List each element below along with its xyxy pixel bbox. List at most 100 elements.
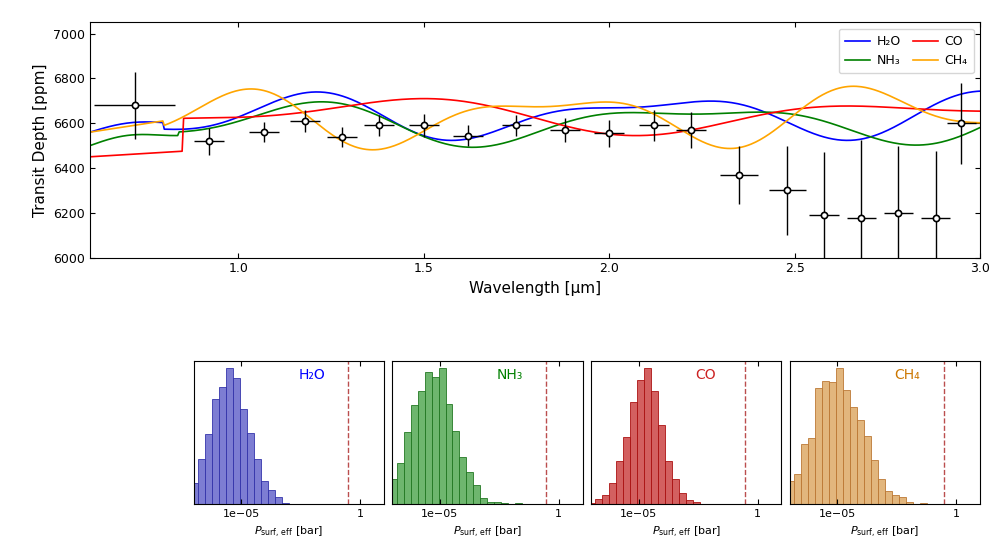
NH₃: [84, 142, 96, 149]
H₂O: [680, 99, 692, 106]
Bar: [494, 502, 501, 504]
Bar: [773, 501, 780, 504]
Bar: [644, 368, 651, 504]
Legend: H₂O, NH₃, CO, CH₄: H₂O, NH₃, CO, CH₄: [839, 29, 974, 73]
Bar: [466, 472, 473, 504]
CO: [610, 132, 622, 138]
X-axis label: $P_{\rm surf,\,eff}$ [bar]: $P_{\rm surf,\,eff}$ [bar]: [453, 524, 522, 539]
Bar: [815, 388, 822, 504]
H₂O: [756, 108, 768, 114]
Bar: [857, 420, 864, 504]
X-axis label: Wavelength [μm]: Wavelength [μm]: [469, 281, 601, 296]
Bar: [446, 404, 452, 504]
Bar: [787, 481, 794, 504]
Bar: [808, 438, 815, 504]
Bar: [623, 436, 630, 504]
CO: [756, 111, 768, 118]
CO: [488, 104, 500, 110]
Bar: [177, 498, 184, 504]
NH₃: [974, 124, 986, 131]
Bar: [829, 381, 836, 504]
CH₄: [974, 119, 986, 126]
Bar: [452, 431, 459, 504]
CO: [313, 107, 325, 114]
NH₃: [313, 99, 325, 105]
Bar: [906, 502, 913, 504]
CO: [974, 108, 986, 114]
H₂O: [241, 110, 253, 116]
Text: CO: CO: [696, 367, 716, 381]
CO: [84, 153, 96, 160]
Line: NH₃: NH₃: [90, 102, 980, 147]
Bar: [205, 434, 212, 504]
Text: NH₃: NH₃: [497, 367, 523, 381]
Bar: [487, 502, 494, 504]
Bar: [864, 436, 871, 504]
NH₃: [316, 99, 328, 105]
H₂O: [488, 128, 500, 135]
NH₃: [466, 144, 478, 151]
Bar: [609, 483, 616, 504]
CH₄: [488, 103, 500, 110]
CH₄: [680, 129, 692, 136]
CO: [680, 128, 692, 134]
Bar: [170, 502, 177, 504]
Bar: [247, 433, 254, 504]
Line: CO: CO: [90, 99, 980, 157]
NH₃: [681, 111, 693, 118]
Bar: [425, 372, 432, 504]
Bar: [693, 502, 700, 504]
Bar: [871, 460, 878, 504]
Bar: [184, 496, 191, 504]
Bar: [282, 503, 289, 504]
Line: CH₄: CH₄: [90, 86, 980, 150]
Bar: [686, 500, 693, 504]
Bar: [261, 481, 268, 504]
Bar: [766, 501, 773, 504]
Bar: [369, 501, 376, 504]
Bar: [418, 391, 425, 504]
X-axis label: $P_{\rm surf,\,eff}$ [bar]: $P_{\rm surf,\,eff}$ [bar]: [652, 524, 721, 539]
X-axis label: $P_{\rm surf,\,eff}$ [bar]: $P_{\rm surf,\,eff}$ [bar]: [254, 524, 323, 539]
Bar: [198, 459, 205, 504]
CH₄: [756, 136, 768, 142]
Bar: [439, 368, 446, 504]
Bar: [404, 432, 411, 504]
Bar: [616, 461, 623, 504]
Text: CH₄: CH₄: [894, 367, 920, 381]
Bar: [233, 377, 240, 504]
H₂O: [610, 105, 622, 111]
NH₃: [241, 115, 253, 122]
X-axis label: $P_{\rm surf,\,eff}$ [bar]: $P_{\rm surf,\,eff}$ [bar]: [850, 524, 920, 539]
Bar: [226, 368, 233, 504]
CH₄: [848, 83, 860, 90]
Bar: [836, 368, 843, 504]
Bar: [595, 500, 602, 504]
Bar: [843, 390, 850, 504]
Bar: [432, 377, 439, 504]
Bar: [254, 459, 261, 504]
Bar: [191, 483, 198, 504]
Bar: [390, 479, 397, 504]
H₂O: [84, 129, 96, 136]
CH₄: [313, 122, 325, 128]
NH₃: [611, 110, 623, 116]
NH₃: [490, 142, 502, 148]
CH₄: [241, 86, 253, 92]
Bar: [822, 381, 829, 504]
CH₄: [366, 146, 378, 153]
Bar: [383, 488, 390, 504]
Bar: [630, 402, 637, 504]
CO: [241, 114, 253, 120]
Bar: [794, 474, 801, 504]
H₂O: [313, 88, 325, 95]
Y-axis label: Transit Depth [ppm]: Transit Depth [ppm]: [33, 63, 48, 217]
Line: H₂O: H₂O: [90, 91, 980, 141]
Bar: [411, 404, 418, 504]
H₂O: [445, 137, 457, 144]
CH₄: [610, 99, 622, 106]
Bar: [376, 498, 383, 504]
Bar: [658, 425, 665, 504]
Text: H₂O: H₂O: [298, 367, 325, 381]
Bar: [780, 492, 787, 504]
